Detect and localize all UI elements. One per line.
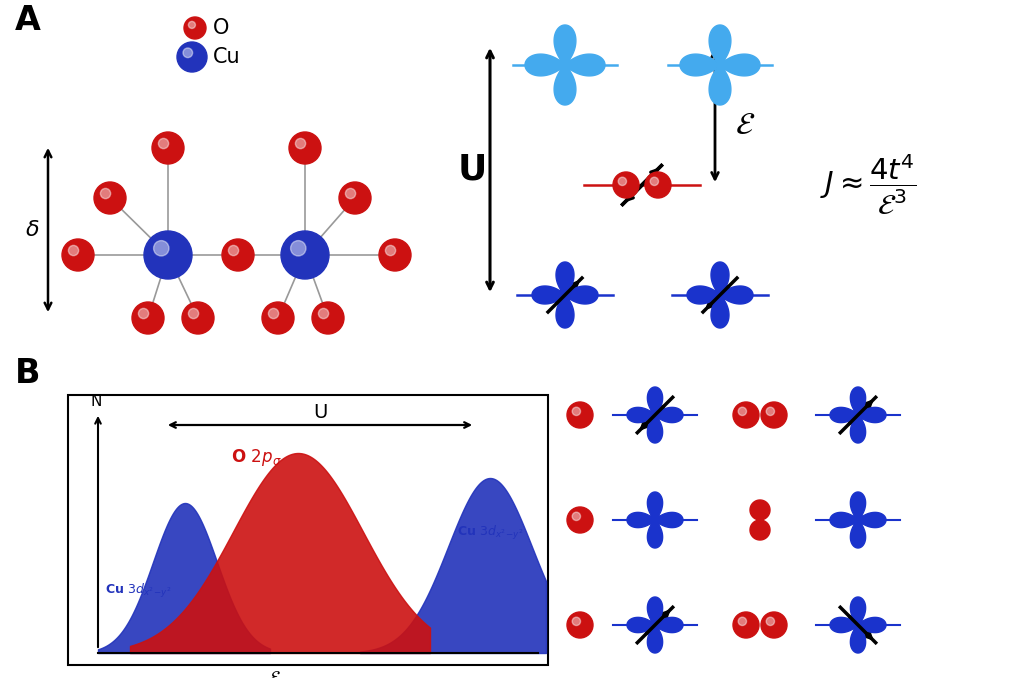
Circle shape [312,302,344,334]
Circle shape [182,302,214,334]
Circle shape [385,245,395,256]
Text: O $2p_\sigma$: O $2p_\sigma$ [230,447,282,468]
Polygon shape [687,262,753,328]
Polygon shape [525,25,605,105]
Circle shape [318,308,329,319]
Circle shape [289,132,321,164]
Polygon shape [532,262,598,328]
Circle shape [618,177,627,186]
Circle shape [262,302,294,334]
Circle shape [738,617,746,626]
Circle shape [766,407,774,416]
Polygon shape [830,492,886,548]
Circle shape [184,17,206,39]
Polygon shape [830,597,886,653]
Circle shape [567,402,593,428]
Circle shape [228,245,239,256]
Circle shape [650,177,658,186]
Circle shape [379,239,411,271]
Circle shape [572,407,581,416]
Circle shape [761,612,787,638]
Text: U: U [312,403,328,422]
Polygon shape [627,597,683,653]
Text: $\mathcal{E}$: $\mathcal{E}$ [267,669,281,678]
Circle shape [281,231,329,279]
Polygon shape [680,25,760,105]
Circle shape [62,239,94,271]
Polygon shape [627,387,683,443]
Circle shape [69,245,79,256]
Circle shape [738,407,746,416]
Text: N: N [90,394,101,409]
Text: $\delta$: $\delta$ [25,220,39,240]
Circle shape [268,308,279,319]
Circle shape [766,617,774,626]
Circle shape [733,612,759,638]
Circle shape [183,48,193,58]
Polygon shape [750,500,770,540]
Text: A: A [15,4,41,37]
Bar [68,395,548,665]
Polygon shape [830,387,886,443]
Circle shape [152,132,184,164]
Circle shape [132,302,164,334]
Circle shape [188,308,199,319]
Text: Cu $3d_{x^2\!-\!y^2}$: Cu $3d_{x^2\!-\!y^2}$ [105,582,172,600]
Circle shape [291,241,306,256]
Circle shape [94,182,126,214]
Circle shape [567,507,593,533]
Circle shape [572,512,581,521]
Text: $J \approx \dfrac{4t^4}{\mathcal{E}^3}$: $J \approx \dfrac{4t^4}{\mathcal{E}^3}$ [820,153,916,218]
Circle shape [339,182,371,214]
Circle shape [345,188,355,199]
Text: Cu $3d_{x^2\!-\!y^2}$: Cu $3d_{x^2\!-\!y^2}$ [457,524,523,542]
Text: Cu: Cu [213,47,241,67]
Circle shape [154,241,169,256]
Circle shape [159,138,169,148]
Circle shape [645,172,671,198]
Circle shape [613,172,639,198]
Circle shape [761,402,787,428]
Text: B: B [15,357,41,390]
Circle shape [188,22,196,28]
Circle shape [222,239,254,271]
Text: U: U [458,153,486,187]
Circle shape [144,231,193,279]
Circle shape [100,188,111,199]
Circle shape [138,308,148,319]
Circle shape [567,612,593,638]
Text: O: O [213,18,229,38]
Text: $\mathcal{E}$: $\mathcal{E}$ [735,110,756,140]
Polygon shape [627,492,683,548]
Circle shape [572,617,581,626]
Circle shape [733,402,759,428]
Circle shape [177,42,207,72]
Circle shape [295,138,305,148]
